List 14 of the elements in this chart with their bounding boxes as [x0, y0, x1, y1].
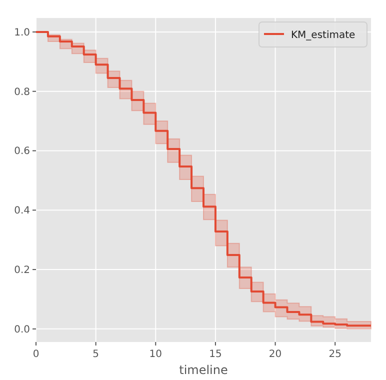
- x-tick-label: 0: [32, 349, 40, 360]
- y-tick-label: 0.0: [14, 324, 30, 336]
- x-tick-label: 15: [209, 349, 222, 360]
- x-tick-label: 5: [92, 349, 100, 360]
- y-tick-label: 0.2: [14, 265, 30, 276]
- y-tick-label: 0.8: [14, 86, 30, 98]
- y-tick-label: 0.6: [14, 146, 30, 158]
- y-tick-label: 0.4: [14, 206, 30, 217]
- x-axis-title: timeline: [179, 363, 228, 377]
- x-tick-label: 10: [149, 349, 162, 360]
- x-tick-label: 25: [328, 349, 342, 360]
- x-tick-label: 20: [268, 349, 282, 360]
- legend-label: KM_estimate: [291, 30, 356, 41]
- y-tick-label: 1.0: [14, 27, 30, 38]
